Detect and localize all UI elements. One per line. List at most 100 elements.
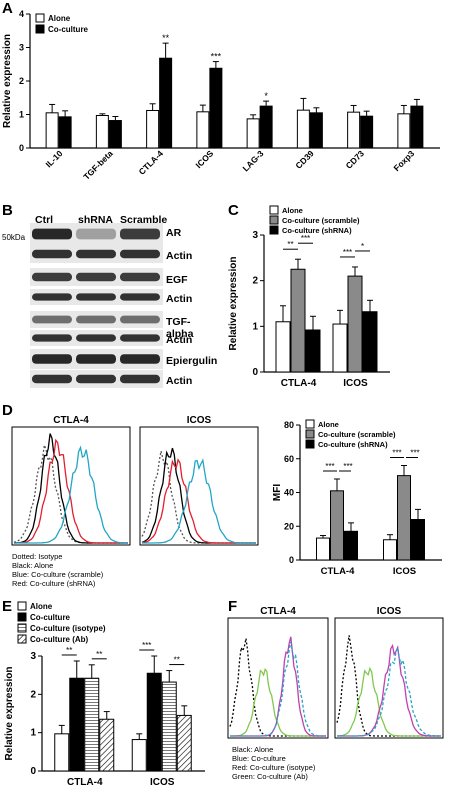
x-tick-label: CTLA-4 (321, 566, 355, 577)
bar (397, 113, 411, 149)
x-tick-label: CTLA-4 (137, 148, 166, 177)
legend-label: Alone (318, 420, 339, 429)
bar (69, 677, 85, 772)
bar (45, 112, 59, 149)
x-tick-label: ICOS (194, 148, 216, 170)
panel-label-b: B (2, 202, 13, 219)
blot-band (32, 354, 72, 364)
y-tick-label: 80 (284, 420, 294, 430)
legend-label: Co-culture (Ab) (30, 635, 89, 644)
y-tick-label: 0 (30, 766, 36, 777)
blot-row-actin-1: Actin (166, 250, 193, 262)
bar (316, 537, 330, 561)
scramble-curve (14, 445, 129, 544)
legend-label: Co-culture (30, 613, 71, 622)
significance-marker: *** (301, 234, 310, 243)
bar (54, 733, 70, 772)
significance-marker: ** (174, 656, 180, 665)
panel-label-f: F (228, 598, 238, 615)
significance-marker: *** (343, 462, 352, 471)
x-tick-label: CD39 (293, 148, 316, 171)
ab-curve (337, 666, 441, 737)
significance-marker: ** (162, 33, 170, 43)
coculture-curve (230, 641, 326, 737)
blot-band (120, 228, 160, 240)
bar (383, 539, 397, 561)
x-tick-label: TGF-beta (81, 148, 115, 182)
y-tick-label: 1 (19, 110, 24, 120)
western-blot-panel: 50kDa Ctrl shRNA Scramble AR Actin EGF A… (0, 200, 217, 390)
blot-band (32, 293, 72, 301)
significance-marker: ** (96, 650, 102, 659)
blot-band (120, 293, 160, 301)
bar (360, 115, 374, 149)
legend-label: Co-culture (48, 25, 89, 34)
bar (58, 116, 72, 149)
x-tick-label: CTLA-4 (281, 378, 317, 389)
blot-band (120, 374, 160, 384)
blot-band (76, 249, 116, 259)
blot-row-tgf-alpha: TGF-alpha (166, 316, 194, 340)
blot-band (76, 334, 116, 342)
bar (99, 718, 115, 772)
hist-legend-f-3: Green: Co-culture (Ab) (232, 772, 308, 781)
bar (410, 105, 424, 149)
ab-curve (230, 667, 326, 737)
legend-label: Co-culture (shRNA) (282, 226, 352, 235)
x-tick-label: ICOS (150, 777, 175, 788)
legend-label: Alone (282, 206, 303, 215)
significance-marker: * (264, 91, 268, 101)
y-axis-label: Relative expression (4, 667, 15, 761)
legend-label: Co-culture (isotype) (30, 624, 106, 633)
legend-swatch (269, 215, 279, 225)
legend-label: Alone (48, 14, 71, 23)
flow-histograms-d: CTLA-4 ICOS (11, 415, 259, 546)
legend-swatch (35, 24, 45, 34)
significance-marker: ** (66, 646, 72, 655)
significance-marker: ** (287, 240, 293, 249)
y-tick-label: 0 (252, 367, 258, 378)
blot-band (32, 228, 72, 240)
significance-marker: *** (392, 449, 401, 458)
blot-band (76, 315, 116, 324)
bar (95, 115, 109, 149)
legend-swatch (305, 419, 315, 429)
bar (246, 118, 260, 149)
bar (131, 739, 147, 772)
blot-band (76, 374, 116, 384)
y-tick-label: 0 (19, 143, 24, 153)
blot-band (32, 334, 72, 342)
legend-swatch (17, 601, 27, 611)
legend-swatch (305, 429, 315, 439)
bar (330, 490, 344, 561)
hist-legend-f: Black: Alone Blue: Co-culture Red: Co-cu… (232, 745, 315, 781)
blot-band (120, 315, 160, 324)
panel-label-a: A (2, 0, 13, 17)
flow-histograms-f: CTLA-4 ICOS (227, 606, 444, 739)
bar (108, 120, 122, 149)
x-tick-label: ICOS (343, 378, 368, 389)
legend-label: Co-culture (shRNA) (318, 440, 388, 449)
blot-band (120, 354, 160, 364)
significance-marker: *** (325, 462, 334, 471)
histogram-box (227, 617, 329, 739)
bar (309, 112, 323, 149)
bar (362, 311, 378, 373)
histogram-title: CTLA-4 (260, 606, 296, 617)
hist-legend-d-0: Dotted: Isotype (12, 552, 63, 561)
bar (259, 105, 273, 149)
x-tick-label: Foxp3 (392, 148, 417, 173)
alone-curve (336, 635, 441, 737)
legend-label: Co-culture (scramble) (282, 216, 360, 225)
legend-swatch (305, 439, 315, 449)
blot-image (30, 223, 163, 388)
kda-marker: 50kDa (2, 233, 26, 242)
blot-row-actin-4: Actin (166, 375, 193, 387)
histogram-box (139, 426, 259, 546)
y-tick-label: 1 (252, 321, 258, 332)
blot-band (120, 334, 160, 342)
blot-band (32, 315, 72, 324)
bar (275, 321, 291, 373)
y-axis-label: MFI (272, 484, 283, 501)
